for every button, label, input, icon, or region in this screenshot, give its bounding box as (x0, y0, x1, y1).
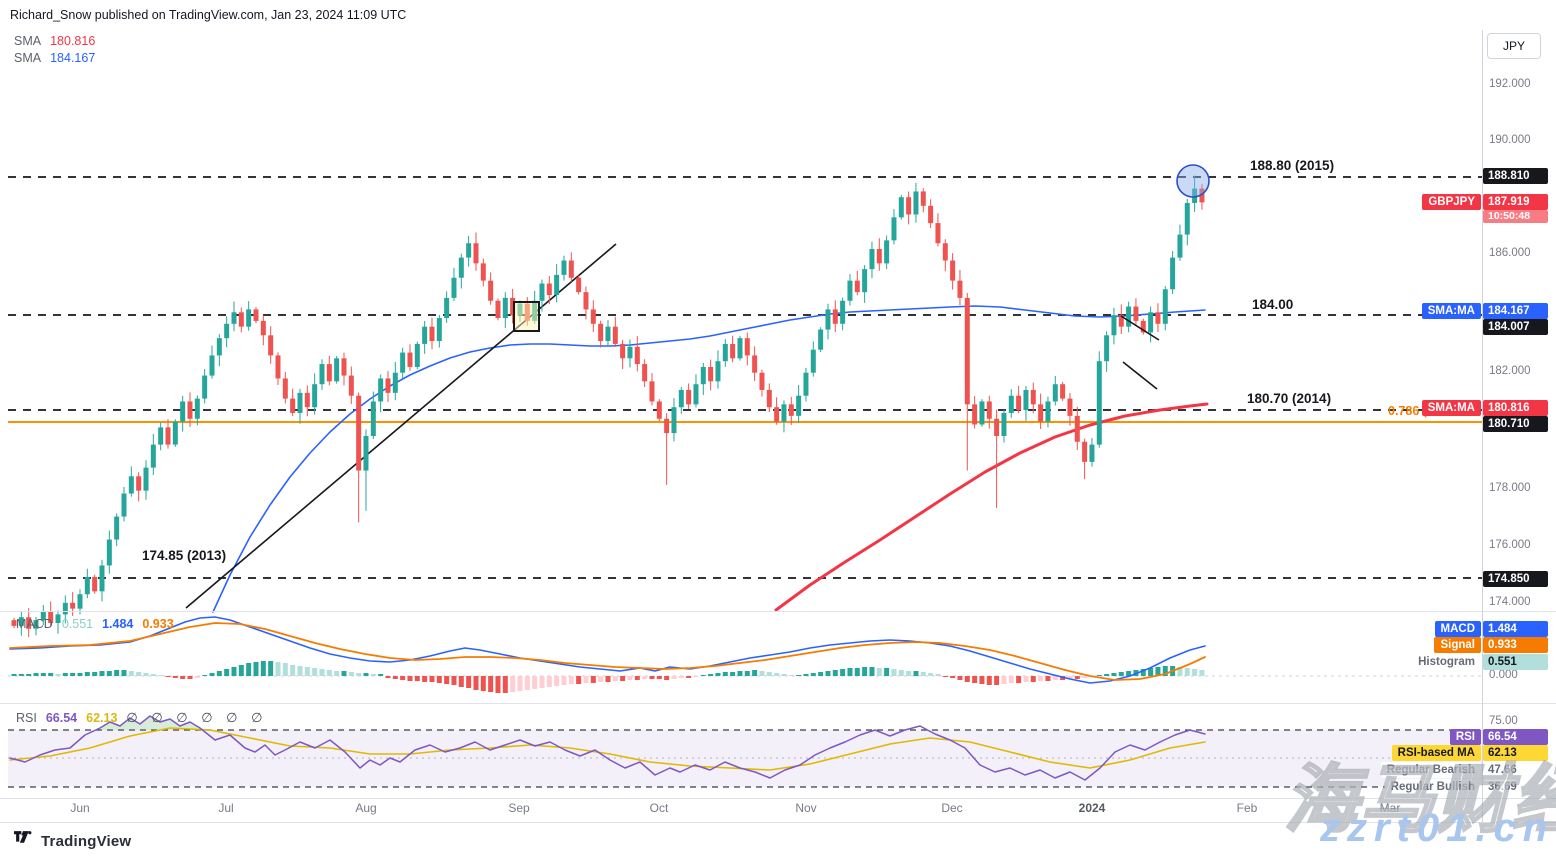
price-axis-badge: 36.69 (1483, 779, 1548, 795)
fib-level-label: 0.786 ( (1388, 404, 1427, 418)
level-label-2014: 180.70 (2014) (1247, 391, 1332, 406)
rsi-ma-value: 62.13 (86, 711, 118, 725)
currency-toggle-button[interactable]: JPY (1487, 33, 1541, 59)
indicator-label-badge: SMA:MA (1421, 400, 1481, 416)
price-tick-label: 186.000 (1489, 247, 1531, 259)
price-axis-badge: 180.710 (1483, 416, 1548, 432)
time-axis-label: Sep (508, 801, 530, 815)
indicator-label-badge: RSI (1449, 729, 1481, 745)
price-axis-badge: 0.551 (1483, 654, 1548, 670)
sma-legend-row-2[interactable]: SMA 184.167 (14, 51, 95, 65)
sma-legend-row-1[interactable]: SMA 180.816 (14, 34, 95, 48)
time-axis-label: 2024 (1078, 801, 1106, 815)
publish-attribution: Richard_Snow published on TradingView.co… (10, 8, 407, 22)
tradingview-footer[interactable]: TradingView (14, 830, 131, 852)
indicator-label-badge: Regular Bearish (1380, 762, 1481, 778)
time-axis-label: Oct (649, 801, 669, 815)
watermark-url: zzrt01.cn (1320, 806, 1555, 850)
sma2-label: SMA (14, 51, 42, 65)
price-tick-label: 192.000 (1489, 78, 1531, 90)
macd-title: MACD (16, 617, 53, 631)
time-axis-label: Dec (941, 801, 963, 815)
price-tick-label: 174.000 (1489, 596, 1531, 608)
price-tick-label: 75.00 (1489, 715, 1518, 727)
indicator-label-badge: SMA:MA (1421, 303, 1481, 319)
price-axis-badge: 184.167 (1483, 303, 1548, 319)
price-axis-badge: 174.850 (1483, 571, 1548, 587)
indicator-label-badge: Signal (1434, 637, 1481, 653)
sma1-value: 180.816 (50, 34, 96, 48)
price-axis-badge: 47.66 (1483, 762, 1548, 778)
price-tick-label: 176.000 (1489, 539, 1531, 551)
sma1-label: SMA (14, 34, 42, 48)
tradingview-logo-icon (14, 830, 33, 852)
level-label-2013: 174.85 (2013) (142, 548, 227, 563)
panel-separator-rsi[interactable] (0, 703, 1556, 704)
price-axis-badge: 62.13 (1483, 745, 1548, 761)
indicator-label-badge: GBPJPY (1422, 194, 1481, 210)
watermark-chinese: 海马财经 (1283, 757, 1556, 843)
indicator-label-badge: MACD (1434, 621, 1481, 637)
time-axis-label: Jul (218, 801, 234, 815)
price-axis-badge: 0.933 (1483, 637, 1548, 653)
rsi-divergence-markers: ∅ ∅ ∅ ∅ ∅ ∅ (126, 710, 268, 725)
panel-separator-macd[interactable] (0, 611, 1556, 612)
tradingview-brand-text: TradingView (41, 832, 132, 850)
price-tick-label: 0.000 (1489, 669, 1518, 681)
macd-line-value: 1.484 (102, 617, 134, 631)
rsi-legend[interactable]: RSI 66.54 62.13 ∅ ∅ ∅ ∅ ∅ ∅ (16, 710, 267, 726)
time-axis-label: Jun (70, 801, 90, 815)
macd-legend[interactable]: MACD 0.551 1.484 0.933 (16, 617, 174, 631)
price-axis-badge: 188.810 (1483, 168, 1548, 184)
price-axis-badge: 1.484 (1483, 621, 1548, 637)
price-tick-label: 178.000 (1489, 482, 1531, 494)
indicator-label-badge: RSI-based MA (1391, 745, 1481, 761)
chart-bottom-frame (0, 822, 1556, 823)
sma2-value: 184.167 (50, 51, 96, 65)
price-axis-badge: 184.007 (1483, 319, 1548, 335)
panel-separator-timeaxis (0, 798, 1556, 799)
price-tick-label: 182.000 (1489, 365, 1531, 377)
rsi-title: RSI (16, 711, 37, 725)
rsi-value: 66.54 (45, 711, 78, 725)
time-axis-label: Aug (355, 801, 377, 815)
price-axis-badge: 10:50:48 (1483, 210, 1548, 223)
indicator-label-badge: Histogram (1412, 654, 1481, 670)
macd-hist-value: 0.551 (61, 617, 94, 631)
price-axis-badge: 66.54 (1483, 729, 1548, 745)
time-axis-label: Mar (1379, 801, 1401, 815)
price-axis-badge: 187.919 (1483, 194, 1548, 210)
level-label-184: 184.00 (1252, 297, 1294, 312)
price-axis-separator (1482, 30, 1483, 822)
price-axis-badge: 180.816 (1483, 400, 1548, 416)
price-tick-label: 190.000 (1489, 134, 1531, 146)
time-axis-label: Nov (795, 801, 817, 815)
level-label-2015: 188.80 (2015) (1250, 158, 1335, 173)
time-axis-label: Feb (1236, 801, 1258, 815)
indicator-label-badge: Regular Bullish (1384, 779, 1481, 795)
macd-signal-value: 0.933 (142, 617, 174, 631)
